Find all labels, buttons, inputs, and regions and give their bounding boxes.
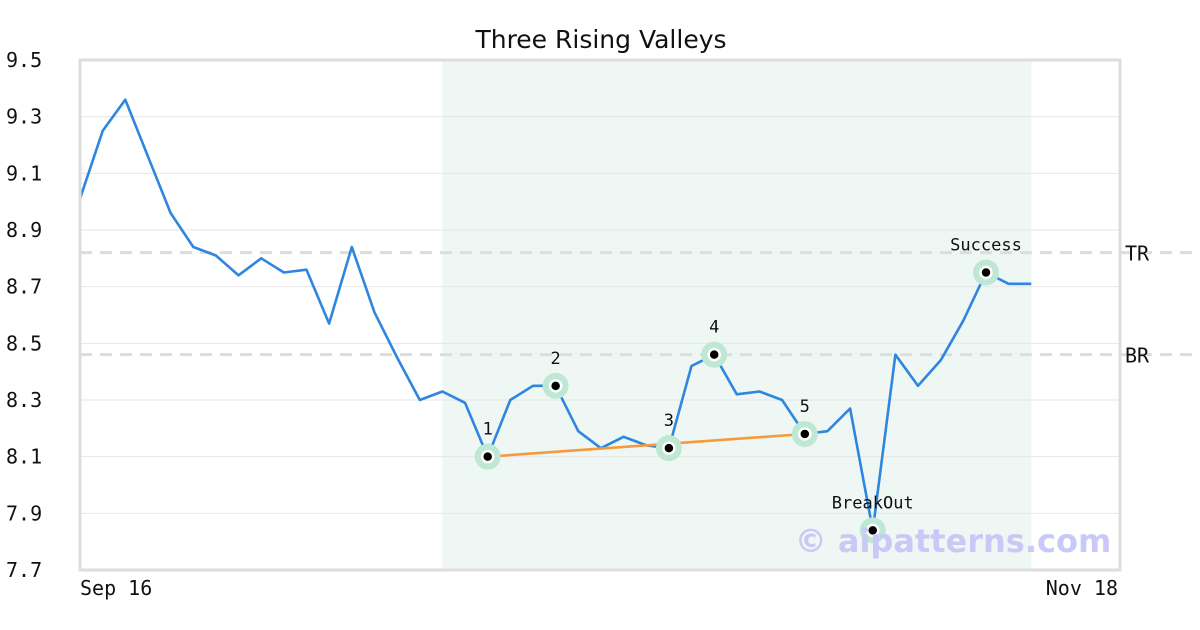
y-tick-label: 8.3 xyxy=(6,388,42,412)
point-label: 1 xyxy=(483,420,493,440)
y-tick-label: 7.7 xyxy=(6,558,42,582)
y-tick-label: 8.5 xyxy=(6,331,42,355)
level-label-br: BR xyxy=(1125,344,1150,368)
x-tick-label: Sep 16 xyxy=(80,576,152,600)
chart-title: Three Rising Valleys xyxy=(474,25,726,54)
point-marker xyxy=(662,441,676,455)
level-label-tr: TR xyxy=(1125,242,1150,266)
point-marker xyxy=(798,427,812,441)
plot-frame xyxy=(78,58,1122,572)
y-tick-label: 8.1 xyxy=(6,445,42,469)
y-tick-label: 7.9 xyxy=(6,501,42,525)
valley-trendline xyxy=(487,432,805,458)
point-label: 3 xyxy=(664,411,674,431)
x-tick-label: Nov 18 xyxy=(1046,576,1118,600)
point-marker xyxy=(548,379,563,393)
y-tick-label: 9.5 xyxy=(6,48,42,72)
point-marker xyxy=(480,449,495,464)
point-label: Success xyxy=(950,236,1022,256)
point-marker xyxy=(707,347,721,362)
pattern-region xyxy=(442,60,1032,570)
point-label: 2 xyxy=(551,349,561,369)
y-tick-label: 8.9 xyxy=(6,218,42,242)
point-label: 4 xyxy=(709,318,719,338)
y-tick-label: 9.3 xyxy=(6,105,42,129)
point-marker xyxy=(979,265,993,280)
point-label: 5 xyxy=(800,397,810,417)
point-marker xyxy=(866,523,880,538)
watermark-text: © aipatterns.com xyxy=(795,522,1112,560)
y-tick-label: 8.7 xyxy=(6,275,42,299)
y-tick-label: 9.1 xyxy=(6,161,42,185)
point-label: BreakOut xyxy=(832,493,914,513)
